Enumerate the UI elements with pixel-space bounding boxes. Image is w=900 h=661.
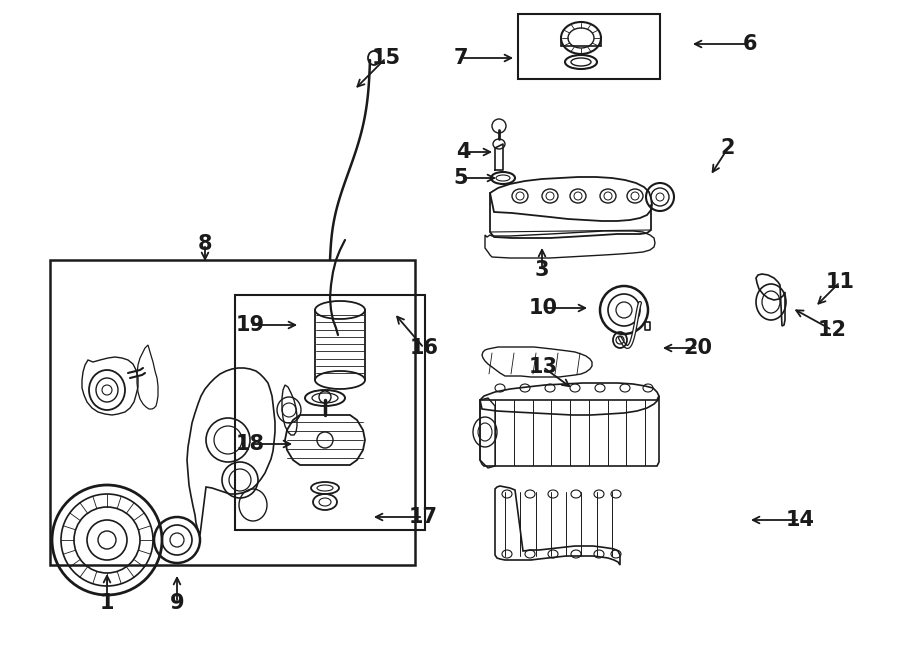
Text: 1: 1 bbox=[100, 593, 114, 613]
Text: 4: 4 bbox=[455, 142, 470, 162]
Bar bbox=[50, 260, 415, 565]
Text: 16: 16 bbox=[410, 338, 438, 358]
Text: 20: 20 bbox=[683, 338, 713, 358]
Text: 2: 2 bbox=[721, 138, 735, 158]
Text: 5: 5 bbox=[454, 168, 468, 188]
Text: 10: 10 bbox=[528, 298, 557, 318]
Bar bbox=[235, 295, 425, 530]
Text: 19: 19 bbox=[236, 315, 265, 335]
Text: 6: 6 bbox=[742, 34, 757, 54]
Text: 3: 3 bbox=[535, 260, 549, 280]
Text: 9: 9 bbox=[170, 593, 184, 613]
Text: 18: 18 bbox=[236, 434, 265, 454]
Text: 13: 13 bbox=[528, 357, 557, 377]
Text: 17: 17 bbox=[409, 507, 437, 527]
Text: 8: 8 bbox=[198, 234, 212, 254]
Text: 7: 7 bbox=[454, 48, 468, 68]
Bar bbox=[518, 14, 660, 79]
Text: 11: 11 bbox=[825, 272, 854, 292]
Text: 12: 12 bbox=[817, 320, 847, 340]
Text: 14: 14 bbox=[786, 510, 815, 530]
Text: 15: 15 bbox=[372, 48, 400, 68]
